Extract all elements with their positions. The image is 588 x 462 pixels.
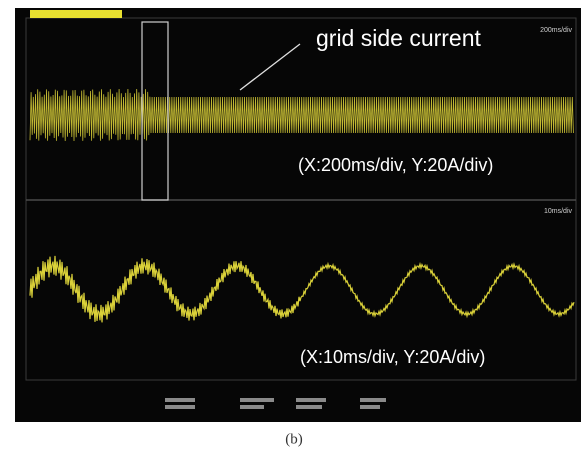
page: grid side current 200ms/div (X:200ms/div… (0, 0, 588, 457)
annotation: grid side current (316, 25, 482, 51)
timebase-label: 10ms/div (544, 208, 573, 215)
figure: grid side current 200ms/div (X:200ms/div… (0, 0, 588, 457)
scale-note: (X:10ms/div, Y:20A/div) (300, 347, 485, 367)
caption: (b) (285, 431, 303, 447)
scale-note: (X:200ms/div, Y:20A/div) (298, 155, 493, 175)
status-tag (30, 10, 122, 18)
scope-screen (15, 8, 581, 422)
timebase-label: 200ms/div (540, 27, 572, 34)
